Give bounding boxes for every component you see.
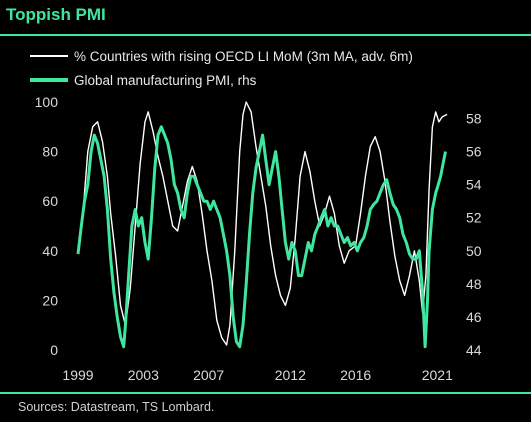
right-tick-label: 52 [466,210,482,226]
legend-item-pmi: Global manufacturing PMI, rhs [30,68,413,92]
x-tick-label: 2016 [340,367,371,383]
legend-label-oecd: % Countries with rising OECD LI MoM (3m … [74,48,413,64]
legend-item-oecd: % Countries with rising OECD LI MoM (3m … [30,44,413,68]
right-tick-label: 58 [466,111,482,127]
legend-swatch-oecd [30,55,68,57]
source-note: Sources: Datastream, TS Lombard. [18,400,215,414]
right-tick-label: 56 [466,144,482,160]
x-tick-label: 2012 [275,367,306,383]
right-tick-label: 54 [466,177,482,193]
series-line-pmi [76,125,447,349]
right-tick-label: 46 [466,309,482,325]
x-tick-label: 2003 [128,367,159,383]
x-tick-label: 2007 [193,367,224,383]
x-tick-label: 1999 [62,367,93,383]
legend: % Countries with rising OECD LI MoM (3m … [30,44,413,92]
chart-title: Toppish PMI [6,5,106,24]
x-axis-ticks: 1999 2003 2007 2012 2016 2021 [62,367,453,383]
left-tick-label: 40 [42,243,58,259]
right-tick-label: 48 [466,276,482,292]
legend-swatch-pmi [30,78,68,82]
left-axis-ticks: 0 20 40 60 80 100 [35,94,59,358]
right-tick-label: 50 [466,243,482,259]
x-tick-label: 2021 [422,367,453,383]
title-divider [0,34,531,36]
left-tick-label: 20 [42,292,58,308]
footer-divider [0,392,531,394]
left-tick-label: 100 [35,94,59,110]
legend-label-pmi: Global manufacturing PMI, rhs [74,72,257,88]
chart-plot-area: 0 20 40 60 80 100 44 46 48 50 52 54 56 58 1999 2003 20… [35,94,482,383]
right-axis-ticks: 44 46 48 50 52 54 56 58 [466,111,482,358]
left-tick-label: 60 [42,193,58,209]
left-tick-label: 0 [50,342,58,358]
right-tick-label: 44 [466,342,482,358]
left-tick-label: 80 [42,144,58,160]
series-line-oecd [77,101,448,346]
